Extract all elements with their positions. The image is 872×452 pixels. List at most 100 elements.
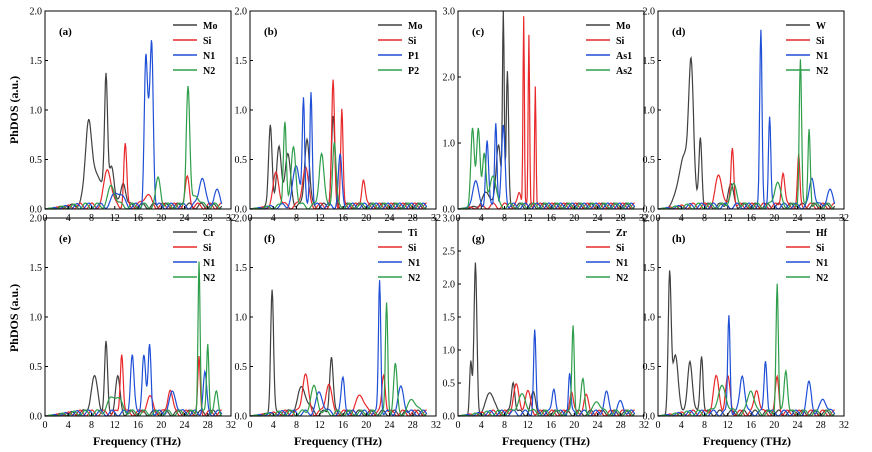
x-tick-label: 4 bbox=[66, 420, 71, 431]
y-tick-label: 2.0 bbox=[443, 280, 456, 291]
legend-label: N2 bbox=[816, 66, 828, 77]
series-line-zr bbox=[457, 262, 636, 417]
x-axis-title-3: Frequency (THz) bbox=[502, 434, 590, 448]
y-tick-label: 0.0 bbox=[235, 412, 248, 423]
x-tick-label: 20 bbox=[569, 420, 579, 431]
legend-label: Cr bbox=[203, 228, 215, 239]
x-tick-label: 16 bbox=[746, 420, 756, 431]
y-tick-label: 2.0 bbox=[30, 214, 43, 225]
y-tick-label: 1.5 bbox=[443, 313, 456, 324]
x-tick-label: 28 bbox=[816, 420, 826, 431]
y-tick-label: 0.5 bbox=[643, 155, 656, 166]
series-line-n1 bbox=[45, 344, 223, 417]
legend-label: P2 bbox=[408, 66, 419, 77]
series-line-ti bbox=[249, 289, 428, 417]
y-axis-title-top: PhDOS (a.u.) bbox=[7, 76, 21, 144]
panel-tag: (f) bbox=[264, 233, 275, 245]
x-tick-label: 4 bbox=[271, 420, 276, 431]
panel-tag: (b) bbox=[264, 26, 278, 38]
series-line-p2 bbox=[250, 121, 427, 210]
y-tick-label: 2.0 bbox=[235, 7, 248, 18]
y-tick-label: 1.0 bbox=[235, 106, 248, 117]
x-tick-label: 8 bbox=[702, 420, 707, 431]
y-tick-label: 2.0 bbox=[443, 73, 456, 84]
series-line-si bbox=[457, 16, 635, 210]
y-tick-label: 1.0 bbox=[443, 139, 456, 150]
y-tick-label: 0.5 bbox=[443, 379, 456, 390]
y-tick-label: 2.0 bbox=[235, 214, 248, 225]
legend-label: Mo bbox=[408, 21, 422, 32]
x-tick-label: 4 bbox=[679, 420, 684, 431]
y-tick-label: 1.0 bbox=[235, 313, 248, 324]
y-tick-label: 1.0 bbox=[443, 346, 456, 357]
series-line-cr bbox=[44, 340, 223, 417]
series-line-mo bbox=[44, 72, 223, 210]
chart-panel: 0 4 8 12 16 20 24 28 32 0.0 0.5 1.0 1.5 2.0 2.5 3.0 (g) Z… bbox=[443, 214, 650, 432]
legend-label: Hf bbox=[816, 228, 828, 239]
legend-label: Si bbox=[616, 243, 625, 254]
y-tick-label: 2.5 bbox=[443, 247, 456, 258]
series-line-n2 bbox=[658, 59, 835, 210]
legend-label: W bbox=[816, 21, 826, 32]
series-line-si bbox=[44, 143, 222, 210]
x-tick-label: 20 bbox=[156, 420, 166, 431]
series-line-p1 bbox=[250, 92, 428, 210]
x-tick-label: 32 bbox=[431, 420, 441, 431]
x-tick-label: 12 bbox=[523, 420, 533, 431]
x-tick-label: 12 bbox=[723, 420, 733, 431]
panel-tag: (h) bbox=[672, 233, 686, 245]
x-tick-label: 0 bbox=[656, 420, 661, 431]
legend-label: Ti bbox=[408, 228, 417, 239]
y-tick-label: 1.5 bbox=[30, 56, 43, 67]
x-tick-label: 0 bbox=[43, 420, 48, 431]
x-tick-label: 16 bbox=[546, 420, 556, 431]
series-line-n2 bbox=[658, 283, 835, 417]
x-axis-title-4: Frequency (THz) bbox=[703, 434, 791, 448]
legend-label: N2 bbox=[616, 273, 628, 284]
x-tick-label: 28 bbox=[203, 420, 213, 431]
legend-label: As1 bbox=[616, 51, 632, 62]
series-line-as1 bbox=[458, 123, 636, 210]
chart-panel: 0481216202428320.00.51.01.52.0(b)MoSiP1P… bbox=[235, 7, 442, 225]
legend-label: Si bbox=[816, 243, 825, 254]
series-line-n1 bbox=[658, 29, 836, 210]
panel-tag: (d) bbox=[672, 26, 686, 38]
y-tick-label: 0.5 bbox=[30, 155, 43, 166]
y-tick-label: 3.0 bbox=[443, 214, 456, 225]
legend-label: Zr bbox=[616, 228, 628, 239]
x-tick-label: 20 bbox=[361, 420, 371, 431]
chart-panel: 0 4 8 12 16 20 24 28 32 0.0 0.5 1.0 1.5 2.0 (e) Cr Si N1 N… bbox=[30, 214, 237, 432]
y-tick-label: 0.0 bbox=[443, 412, 456, 423]
x-tick-label: 12 bbox=[315, 420, 325, 431]
series-line-si bbox=[249, 79, 427, 210]
x-tick-label: 24 bbox=[593, 420, 603, 431]
legend-label: Si bbox=[408, 36, 417, 47]
legend-label: N1 bbox=[203, 258, 215, 269]
y-tick-label: 2.0 bbox=[30, 7, 43, 18]
y-tick-label: 0.0 bbox=[443, 205, 456, 216]
x-tick-label: 0 bbox=[456, 420, 461, 431]
series-line-n2 bbox=[45, 261, 222, 417]
y-tick-label: 0.0 bbox=[643, 412, 656, 423]
y-tick-label: 0.5 bbox=[30, 362, 43, 373]
legend-label: N2 bbox=[816, 273, 828, 284]
y-tick-label: 0.5 bbox=[235, 155, 248, 166]
chart-panel: 0 4 8 12 16 20 24 28 32 0.0 0.5 1.0 1.5 2.0 (f) Ti Si N1 N… bbox=[235, 214, 442, 432]
x-tick-label: 32 bbox=[839, 420, 849, 431]
x-tick-label: 0 bbox=[248, 420, 253, 431]
legend-label: P1 bbox=[408, 51, 419, 62]
x-tick-label: 16 bbox=[338, 420, 348, 431]
y-tick-label: 1.0 bbox=[643, 313, 656, 324]
x-tick-label: 28 bbox=[408, 420, 418, 431]
legend-label: N2 bbox=[203, 66, 215, 77]
y-tick-label: 1.5 bbox=[30, 263, 43, 274]
legend-label: Si bbox=[816, 36, 825, 47]
y-tick-label: 0.0 bbox=[643, 205, 656, 216]
x-tick-label: 4 bbox=[479, 420, 484, 431]
legend-label: N1 bbox=[203, 51, 215, 62]
x-tick-label: 8 bbox=[294, 420, 299, 431]
y-tick-label: 1.0 bbox=[643, 106, 656, 117]
